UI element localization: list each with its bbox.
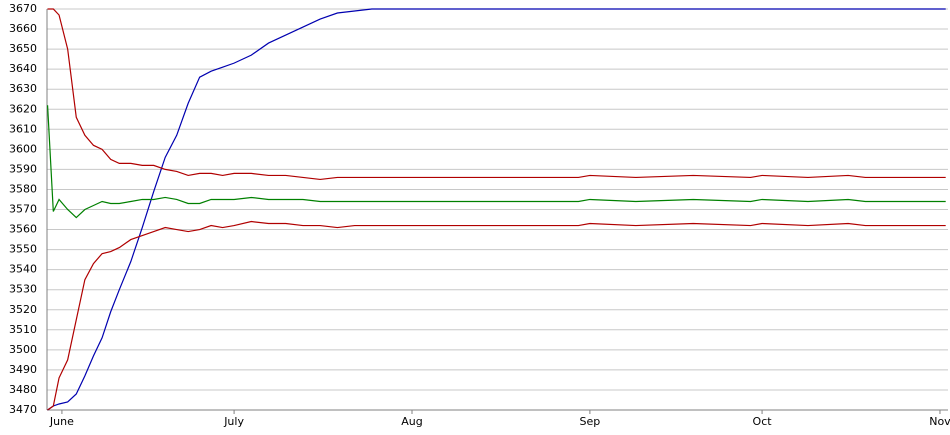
- series-line: [47, 220, 946, 411]
- x-tick-label: Sep: [580, 415, 601, 428]
- y-tick-label: 3670: [9, 2, 37, 15]
- series-line: [46, 105, 946, 219]
- y-tick-label: 3540: [9, 263, 37, 276]
- x-tick-label: Nov: [929, 415, 950, 428]
- x-tick-label: July: [223, 415, 244, 428]
- y-tick-label: 3470: [9, 403, 37, 416]
- y-tick-label: 3580: [9, 182, 37, 195]
- y-tick-label: 3560: [9, 223, 37, 236]
- y-tick-label: 3590: [9, 162, 37, 175]
- y-tick-label: 3640: [9, 62, 37, 75]
- y-tick-label: 3600: [9, 142, 37, 155]
- y-tick-label: 3500: [9, 343, 37, 356]
- y-tick-label: 3520: [9, 303, 37, 316]
- y-tick-label: 3610: [9, 122, 37, 135]
- y-tick-label: 3570: [9, 203, 37, 216]
- y-tick-label: 3650: [9, 42, 37, 55]
- x-tick-label: Aug: [401, 415, 422, 428]
- y-tick-label: 3490: [9, 363, 37, 376]
- y-tick-label: 3660: [9, 22, 37, 35]
- series-line: [47, 8, 946, 411]
- y-tick-label: 3620: [9, 102, 37, 115]
- x-tick-label: June: [49, 415, 74, 428]
- y-tick-label: 3630: [9, 82, 37, 95]
- x-tick-label: Oct: [753, 415, 773, 428]
- y-tick-label: 3550: [9, 243, 37, 256]
- y-tick-label: 3480: [9, 383, 37, 396]
- y-tick-label: 3510: [9, 323, 37, 336]
- series-line: [47, 8, 946, 181]
- y-tick-label: 3530: [9, 283, 37, 296]
